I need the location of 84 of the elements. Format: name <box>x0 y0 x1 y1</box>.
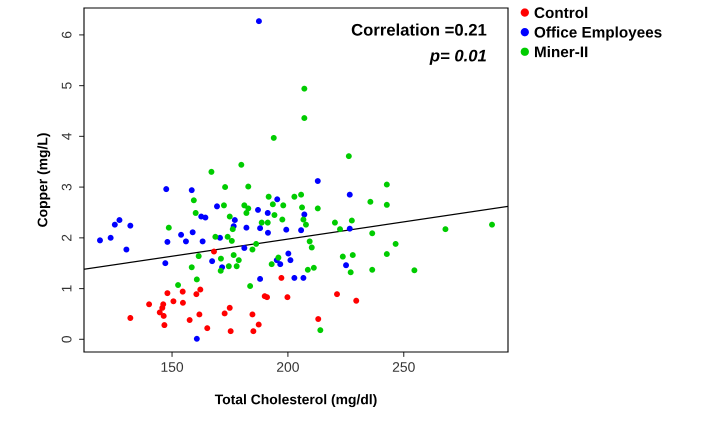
point <box>256 322 262 328</box>
point <box>278 274 284 281</box>
point <box>228 328 234 334</box>
point <box>255 206 261 213</box>
point <box>353 298 360 304</box>
point <box>194 336 200 342</box>
point <box>283 226 290 233</box>
x-tick-label: 150 <box>162 362 184 372</box>
point <box>232 217 238 224</box>
point <box>156 309 163 316</box>
point <box>209 258 216 264</box>
point <box>197 286 204 293</box>
y-tick-label: 3 <box>62 184 72 190</box>
point <box>196 312 202 318</box>
point <box>334 291 340 298</box>
point <box>180 300 186 306</box>
point <box>97 237 103 244</box>
y-tick-label: 4 <box>62 132 72 140</box>
annotation: p= 0.01 <box>429 50 486 65</box>
y-tick-label: 6 <box>62 32 72 38</box>
point <box>256 18 262 24</box>
point <box>285 250 292 257</box>
point <box>160 313 167 319</box>
y-tick-label: 5 <box>62 82 72 89</box>
point <box>346 226 353 232</box>
point <box>193 291 200 298</box>
point <box>188 187 195 194</box>
point <box>127 222 134 229</box>
y-tick-label: 0 <box>62 336 72 343</box>
point <box>146 301 152 308</box>
point <box>274 196 280 202</box>
point <box>298 227 304 234</box>
point <box>250 328 256 334</box>
x-tick-label: 200 <box>277 362 299 372</box>
point <box>214 203 220 210</box>
point <box>108 234 114 241</box>
point <box>265 230 271 236</box>
legend-label: Office Employees <box>534 26 662 41</box>
point <box>287 257 294 264</box>
point <box>200 238 206 244</box>
point <box>314 178 321 184</box>
point <box>222 310 228 316</box>
point <box>264 210 271 216</box>
point <box>300 274 306 281</box>
point <box>162 260 168 266</box>
point <box>264 294 270 300</box>
point <box>257 225 264 232</box>
point <box>243 224 250 231</box>
point <box>343 262 349 268</box>
point <box>301 212 308 218</box>
point <box>183 238 189 244</box>
point <box>116 217 122 224</box>
point <box>291 274 298 281</box>
x-axis-title: Total Cholesterol (mg/dl) <box>214 394 377 408</box>
point <box>178 232 184 238</box>
y-tick-label: 2 <box>62 234 72 242</box>
point <box>186 317 193 323</box>
point <box>277 261 284 268</box>
point <box>123 246 130 252</box>
point <box>164 290 170 296</box>
point <box>112 222 118 228</box>
legend-label: Miner-II <box>534 46 588 58</box>
point <box>315 316 322 322</box>
point <box>163 186 170 192</box>
point <box>204 325 210 332</box>
point <box>226 304 233 311</box>
point <box>190 229 196 236</box>
legend-label: Control <box>534 6 588 18</box>
x-tick-label: 250 <box>392 362 415 372</box>
point <box>211 248 217 254</box>
point <box>202 214 208 220</box>
point <box>161 322 168 328</box>
point <box>164 238 170 245</box>
point <box>284 294 290 300</box>
point <box>180 288 186 295</box>
point <box>257 276 264 282</box>
annotation: Correlation =0.21 <box>352 23 486 36</box>
point <box>346 192 353 198</box>
y-tick-label: 1 <box>62 285 72 292</box>
point <box>127 315 134 321</box>
point <box>170 298 176 304</box>
y-axis-title: Copper (mg/L) <box>37 133 50 227</box>
point <box>249 312 256 318</box>
point <box>241 245 248 251</box>
